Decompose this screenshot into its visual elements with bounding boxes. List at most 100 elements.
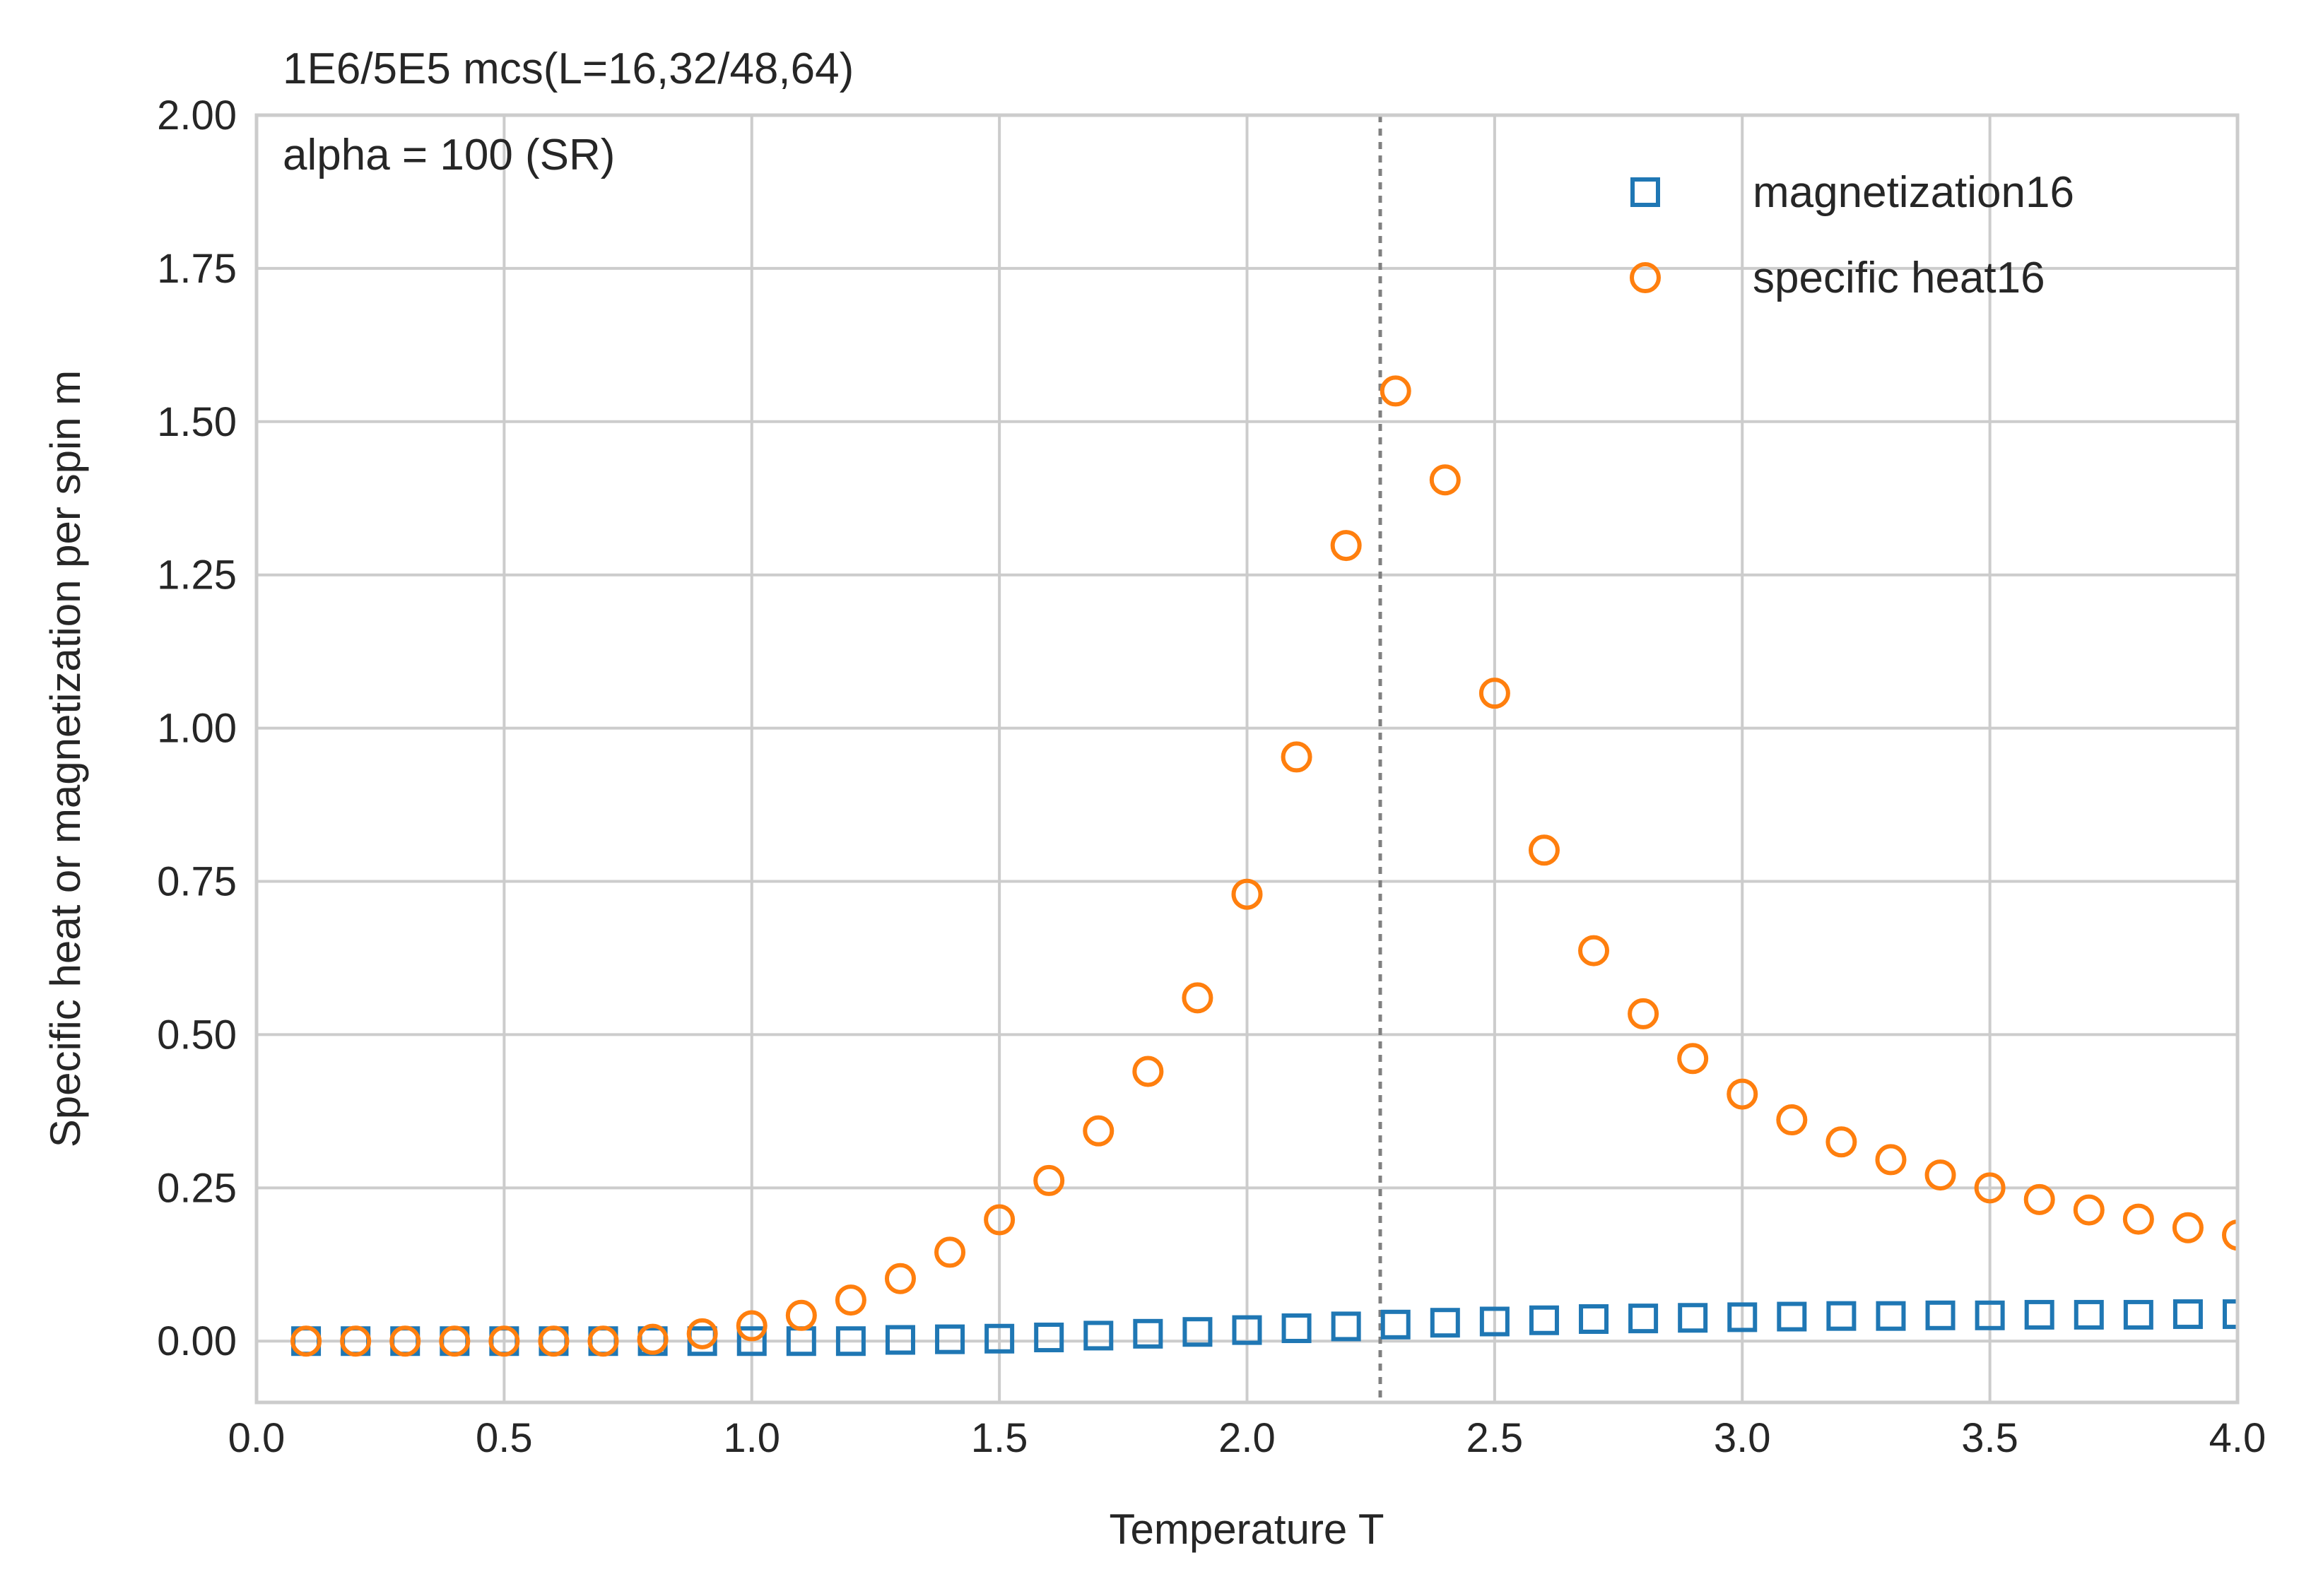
magnetization-point: [2172, 1299, 2203, 1330]
legend-label-specific-heat: specific heat16: [1753, 254, 2045, 302]
specific-heat-point: [389, 1325, 421, 1357]
magnetization-point: [1975, 1300, 2005, 1330]
specific-heat-point: [1825, 1126, 1857, 1158]
y-tick-label: 0.00: [157, 1318, 237, 1364]
y-tick-label: 1.75: [157, 246, 237, 292]
series-markers: [290, 375, 2238, 1357]
magnetization-point: [1380, 1309, 1411, 1340]
specific-heat-point: [1875, 1144, 1907, 1176]
y-tick-label: 0.75: [157, 859, 237, 905]
magnetization-point: [1628, 1304, 1659, 1334]
legend-square-marker: [1630, 177, 1660, 207]
y-tick-label: 0.50: [157, 1012, 237, 1058]
specific-heat-point: [1974, 1172, 2006, 1204]
magnetization-point: [835, 1326, 866, 1356]
magnetization-point: [1777, 1301, 1807, 1332]
specific-heat-point: [637, 1323, 669, 1355]
specific-heat-point: [884, 1263, 916, 1294]
x-tick-label: 1.5: [971, 1415, 1028, 1461]
annotation-alpha: alpha = 100 (SR): [283, 131, 615, 179]
x-tick-label: 2.5: [1466, 1415, 1524, 1461]
specific-heat-point: [290, 1325, 322, 1357]
x-tick-label: 0.0: [228, 1415, 286, 1461]
magnetization-point: [885, 1325, 915, 1355]
y-tick-label: 1.25: [157, 552, 237, 598]
specific-heat-point: [488, 1325, 520, 1357]
legend-entry-magnetization: magnetization16: [1630, 168, 2074, 217]
legend-entry-specific-heat: specific heat16: [1630, 254, 2045, 302]
specific-heat-point: [1281, 741, 1312, 773]
specific-heat-point: [439, 1325, 471, 1357]
specific-heat-point: [1924, 1159, 1956, 1191]
x-tick-label: 3.0: [1714, 1415, 1771, 1461]
x-tick-label: 2.0: [1218, 1415, 1276, 1461]
specific-heat-point: [1727, 1078, 1758, 1110]
x-tick-label: 3.5: [1961, 1415, 2018, 1461]
magnetization-point: [2024, 1299, 2054, 1330]
specific-heat-point: [1380, 375, 1411, 407]
magnetization-point: [1182, 1317, 1213, 1347]
y-tick-label: 2.00: [157, 93, 237, 138]
magnetization-point: [1083, 1320, 1114, 1351]
magnetization-point: [1133, 1318, 1163, 1349]
legend-circle-marker: [1630, 262, 1661, 293]
specific-heat-point: [1132, 1056, 1164, 1087]
specific-heat-point: [736, 1310, 768, 1342]
specific-heat-point: [984, 1204, 1016, 1236]
x-tick-label: 1.0: [723, 1415, 780, 1461]
magnetization-point: [1479, 1306, 1510, 1337]
data-series: [290, 375, 2238, 1357]
plot-frame: [254, 113, 2240, 1405]
y-tick-label: 0.25: [157, 1165, 237, 1211]
specific-heat-point: [934, 1236, 966, 1268]
magnetization-point: [984, 1323, 1015, 1354]
specific-heat-point: [1628, 998, 1659, 1029]
magnetization-point: [1579, 1304, 1609, 1335]
magnetization-point: [1430, 1308, 1460, 1338]
specific-heat-point: [1478, 678, 1510, 709]
specific-heat-point: [2073, 1194, 2105, 1226]
magnetization-point: [1826, 1301, 1857, 1331]
specific-heat-point: [1033, 1164, 1065, 1196]
magnetization-point: [2123, 1299, 2153, 1330]
specific-heat-point: [1231, 878, 1263, 910]
specific-heat-point: [1083, 1115, 1115, 1147]
magnetization-point: [1034, 1323, 1064, 1353]
annotation-top: 1E6/5E5 mcs(L=16,32/48,64): [283, 45, 854, 93]
specific-heat-point: [2023, 1183, 2055, 1215]
magnetization-point: [2074, 1299, 2104, 1330]
y-tick-label: 1.50: [157, 399, 237, 445]
magnetization-point: [1678, 1303, 1708, 1333]
magnetization-point: [935, 1324, 965, 1354]
specific-heat-point: [1578, 935, 1610, 967]
specific-heat-point: [2172, 1212, 2204, 1243]
specific-heat-point: [835, 1284, 866, 1316]
specific-heat-point: [1677, 1043, 1709, 1075]
specific-heat-point: [538, 1325, 570, 1357]
magnetization-point: [2223, 1299, 2238, 1330]
specific-heat-point: [340, 1325, 372, 1357]
specific-heat-point: [2122, 1203, 2154, 1235]
specific-heat-point: [785, 1299, 817, 1331]
y-tick-label: 1.00: [157, 706, 237, 752]
specific-heat-point: [1330, 530, 1362, 562]
magnetization-point: [1232, 1315, 1262, 1345]
specific-heat-point: [1429, 464, 1461, 496]
tick-labels: 0.0 0.5 1.0 1.5 2.0 2.5 3.0 3.5 4.0 0.00 0.25 0.50 0…: [157, 93, 2266, 1461]
magnetization-point: [1925, 1300, 1956, 1330]
x-axis-label: Temperature T: [1109, 1506, 1384, 1553]
specific-heat-point: [1776, 1104, 1808, 1136]
magnetization-point: [1331, 1311, 1361, 1342]
magnetization-point: [736, 1326, 767, 1356]
x-tick-label: 4.0: [2209, 1415, 2266, 1461]
specific-heat-point: [2222, 1219, 2238, 1251]
magnetization-point: [1876, 1301, 1906, 1331]
magnetization-point: [1727, 1302, 1758, 1332]
legend-label-magnetization: magnetization16: [1753, 168, 2074, 217]
magnetization-point: [1281, 1313, 1312, 1344]
specific-heat-point: [686, 1318, 718, 1349]
magnetization-point: [1529, 1305, 1559, 1335]
y-axis-label: Specific heat or magnetization per spin …: [42, 370, 89, 1148]
